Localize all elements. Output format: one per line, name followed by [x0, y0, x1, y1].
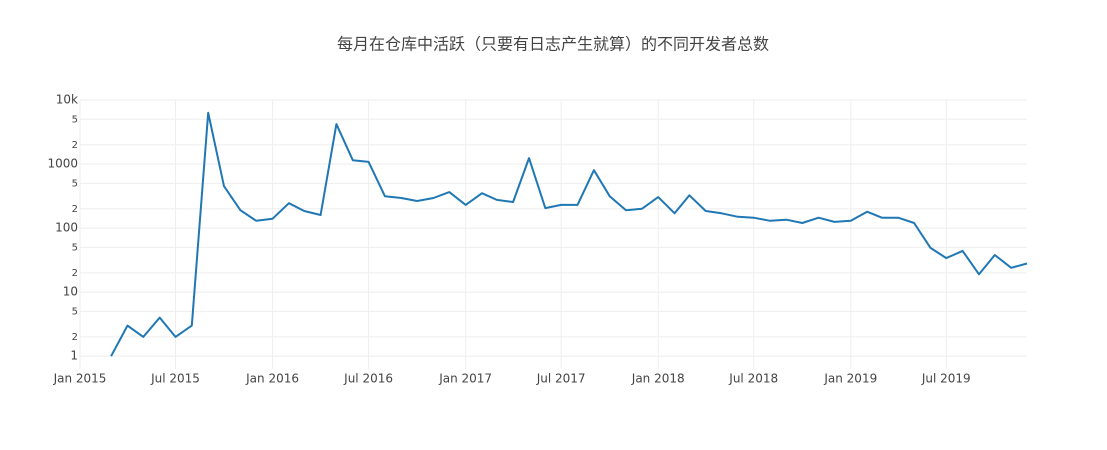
y-tick-label: 2	[72, 332, 78, 343]
x-tick-label: Jan 2017	[438, 372, 492, 386]
y-tick-label: 1	[70, 349, 78, 363]
y-tick-label: 100	[55, 221, 78, 235]
y-tick-label: 5	[72, 114, 78, 125]
x-tick-label: Jul 2016	[343, 372, 393, 386]
chart-title: 每月在仓库中活跃（只要有日志产生就算）的不同开发者总数	[337, 35, 769, 54]
x-tick-label: Jul 2015	[150, 372, 200, 386]
x-tick-label: Jul 2019	[921, 372, 971, 386]
x-tick-label: Jan 2016	[245, 372, 299, 386]
x-tick-label: Jan 2019	[823, 372, 877, 386]
x-tick-label: Jul 2018	[728, 372, 778, 386]
x-tick-label: Jan 2018	[631, 372, 685, 386]
y-tick-label: 2	[72, 140, 78, 151]
y-tick-label: 5	[72, 242, 78, 253]
y-tick-label: 1000	[47, 157, 78, 171]
x-tick-label: Jul 2017	[536, 372, 586, 386]
y-tick-label: 2	[72, 204, 78, 215]
y-tick-label: 10	[63, 285, 78, 299]
y-tick-label: 5	[72, 178, 78, 189]
y-tick-label: 2	[72, 268, 78, 279]
x-tick-label: Jan 2015	[53, 372, 107, 386]
y-tick-label: 5	[72, 306, 78, 317]
y-tick-label: 10k	[56, 93, 78, 107]
data-line	[110, 111, 1028, 357]
